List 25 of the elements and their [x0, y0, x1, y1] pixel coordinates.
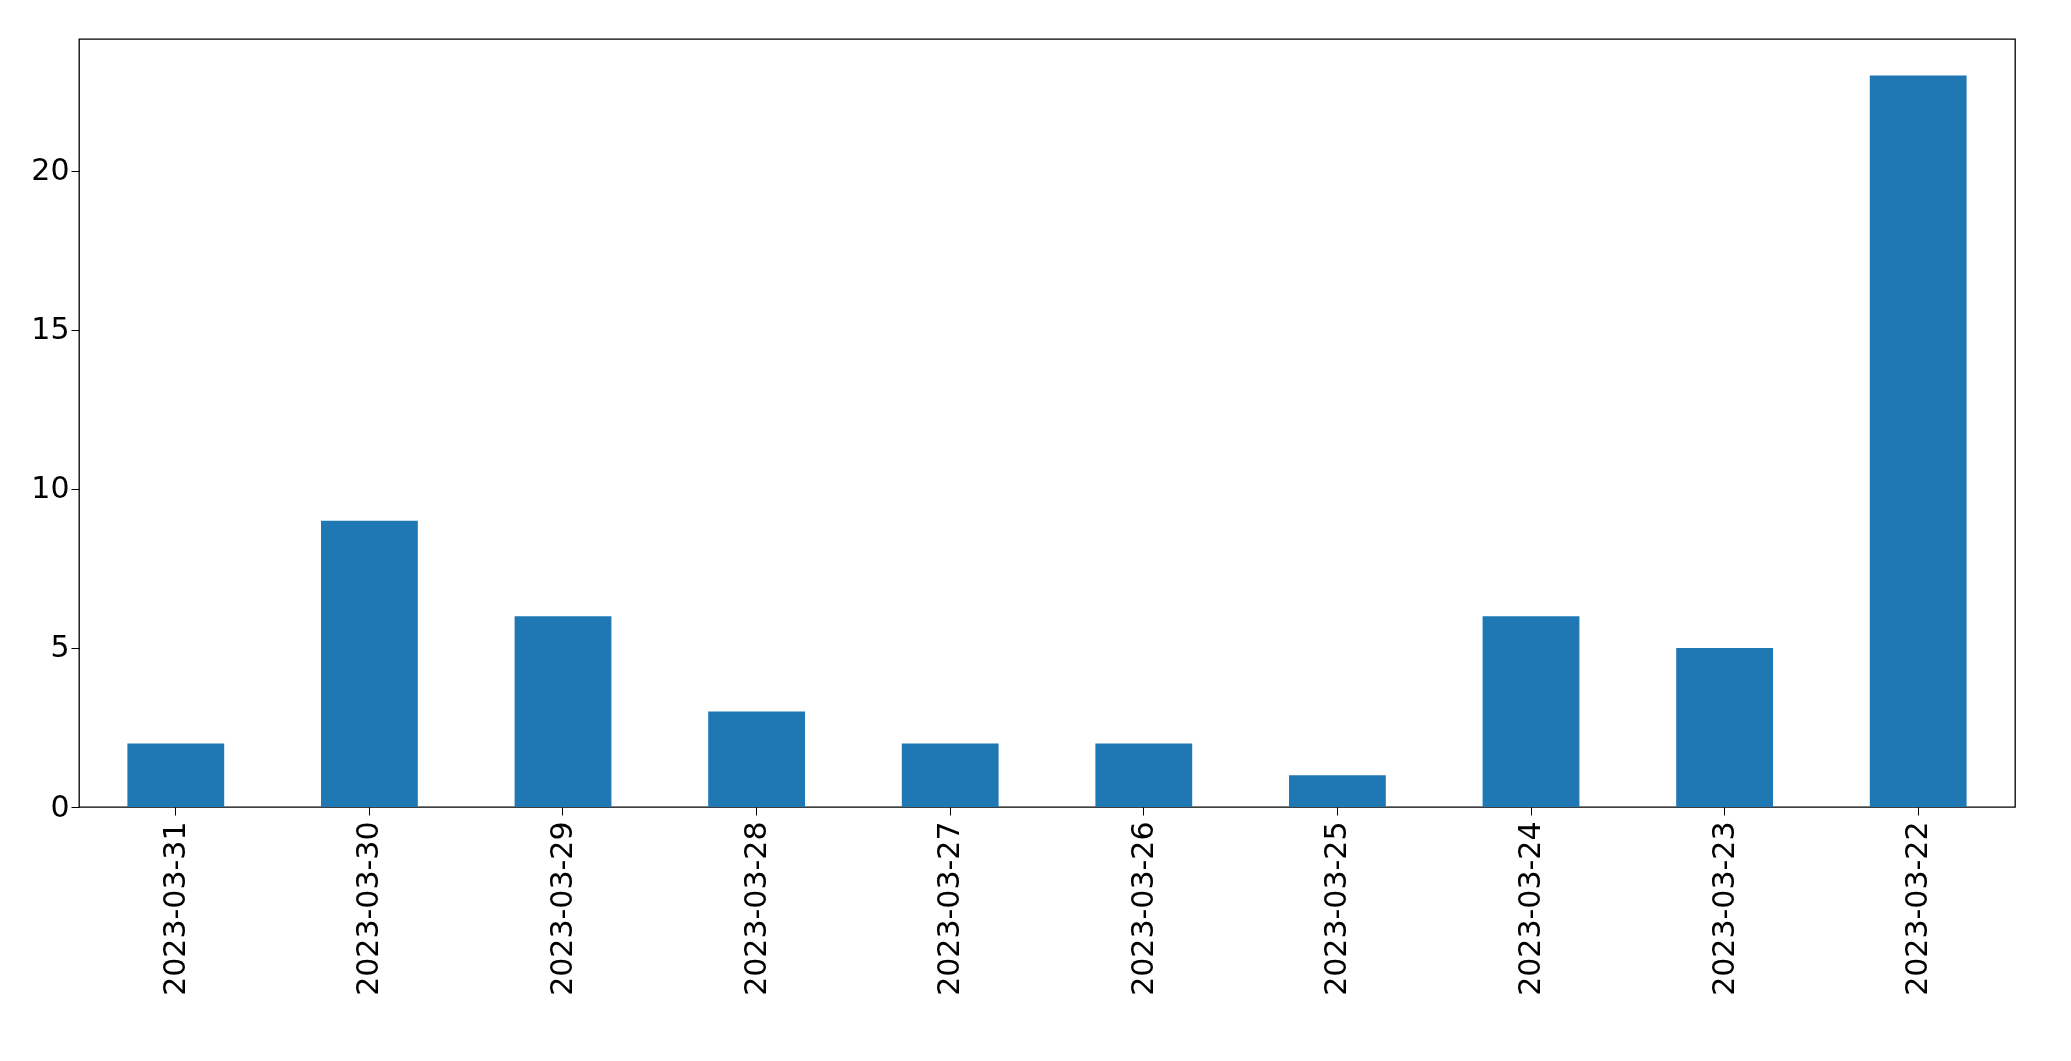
x-tick-label: 2023-03-24 — [1512, 821, 1547, 996]
x-tick-label: 2023-03-23 — [1705, 821, 1741, 996]
y-tick-label: 10 — [31, 470, 70, 506]
x-tick-label: 2023-03-29 — [544, 821, 579, 996]
y-tick-label: 0 — [50, 788, 70, 824]
y-tick-label: 20 — [31, 152, 70, 188]
bar — [321, 520, 418, 807]
bar — [708, 711, 805, 807]
bar — [127, 743, 225, 807]
bar — [1869, 75, 1967, 807]
x-tick-label: 2023-03-25 — [1318, 821, 1354, 996]
bar — [901, 743, 999, 807]
bar — [1676, 647, 1773, 807]
x-tick-label: 2023-03-22 — [1899, 821, 1935, 996]
x-tick-label: 2023-03-28 — [737, 821, 773, 996]
y-tick-label: 5 — [50, 629, 70, 665]
bar — [1482, 616, 1580, 807]
bar — [1095, 743, 1193, 807]
y-tick-label: 15 — [31, 311, 70, 347]
bar — [1289, 775, 1386, 807]
bar — [514, 616, 612, 807]
x-tick-label: 2023-03-27 — [931, 821, 967, 996]
x-tick-label: 2023-03-30 — [350, 821, 386, 996]
x-tick-label: 2023-03-31 — [156, 821, 192, 996]
x-tick-label: 2023-03-26 — [1124, 821, 1160, 996]
